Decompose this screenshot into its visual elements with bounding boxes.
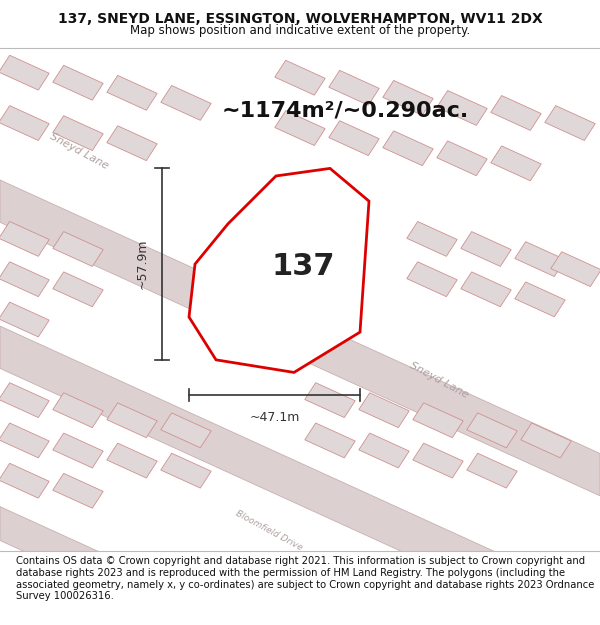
Polygon shape <box>53 473 103 508</box>
Polygon shape <box>329 71 379 105</box>
Polygon shape <box>491 146 541 181</box>
Polygon shape <box>275 60 325 95</box>
Polygon shape <box>383 81 433 115</box>
Text: Sneyd Lane: Sneyd Lane <box>204 272 266 312</box>
Polygon shape <box>461 272 511 307</box>
Polygon shape <box>107 403 157 437</box>
Polygon shape <box>437 141 487 176</box>
Polygon shape <box>413 443 463 478</box>
Polygon shape <box>515 242 565 276</box>
Polygon shape <box>107 126 157 161</box>
Polygon shape <box>0 382 49 418</box>
Polygon shape <box>521 423 571 458</box>
Polygon shape <box>53 392 103 428</box>
Polygon shape <box>161 453 211 488</box>
Polygon shape <box>53 272 103 307</box>
Polygon shape <box>161 86 211 121</box>
Polygon shape <box>107 443 157 478</box>
Polygon shape <box>491 96 541 131</box>
Text: 137: 137 <box>271 252 335 281</box>
Polygon shape <box>437 91 487 126</box>
Polygon shape <box>467 453 517 488</box>
Polygon shape <box>329 121 379 156</box>
Polygon shape <box>0 106 49 141</box>
Polygon shape <box>189 168 369 372</box>
Polygon shape <box>515 282 565 317</box>
Polygon shape <box>545 106 595 141</box>
Polygon shape <box>359 433 409 468</box>
Polygon shape <box>383 131 433 166</box>
Polygon shape <box>461 232 511 266</box>
Polygon shape <box>53 66 103 100</box>
Text: Sneyd Lane: Sneyd Lane <box>408 360 470 400</box>
Text: Sneyd Lane: Sneyd Lane <box>48 131 110 171</box>
Polygon shape <box>0 463 49 498</box>
Polygon shape <box>161 413 211 447</box>
Polygon shape <box>551 252 600 287</box>
Polygon shape <box>53 116 103 151</box>
Text: ~47.1m: ~47.1m <box>250 411 299 424</box>
Polygon shape <box>305 382 355 418</box>
Polygon shape <box>53 433 103 468</box>
Text: 137, SNEYD LANE, ESSINGTON, WOLVERHAMPTON, WV11 2DX: 137, SNEYD LANE, ESSINGTON, WOLVERHAMPTO… <box>58 12 542 26</box>
Polygon shape <box>0 326 600 625</box>
Polygon shape <box>53 232 103 266</box>
Text: ~1174m²/~0.290ac.: ~1174m²/~0.290ac. <box>222 101 469 121</box>
Text: ~57.9m: ~57.9m <box>136 239 149 289</box>
Polygon shape <box>0 221 49 256</box>
Text: Map shows position and indicative extent of the property.: Map shows position and indicative extent… <box>130 24 470 37</box>
Polygon shape <box>0 507 600 625</box>
Polygon shape <box>413 403 463 437</box>
Polygon shape <box>407 221 457 256</box>
Polygon shape <box>305 423 355 458</box>
Polygon shape <box>0 302 49 337</box>
Polygon shape <box>0 180 600 496</box>
Polygon shape <box>359 392 409 428</box>
Polygon shape <box>0 262 49 297</box>
Text: Bloomfield Drive: Bloomfield Drive <box>234 509 304 553</box>
Polygon shape <box>407 262 457 297</box>
Polygon shape <box>0 423 49 458</box>
Polygon shape <box>275 111 325 146</box>
Polygon shape <box>0 55 49 90</box>
Polygon shape <box>467 413 517 447</box>
Polygon shape <box>107 76 157 110</box>
Text: Contains OS data © Crown copyright and database right 2021. This information is : Contains OS data © Crown copyright and d… <box>16 556 595 601</box>
